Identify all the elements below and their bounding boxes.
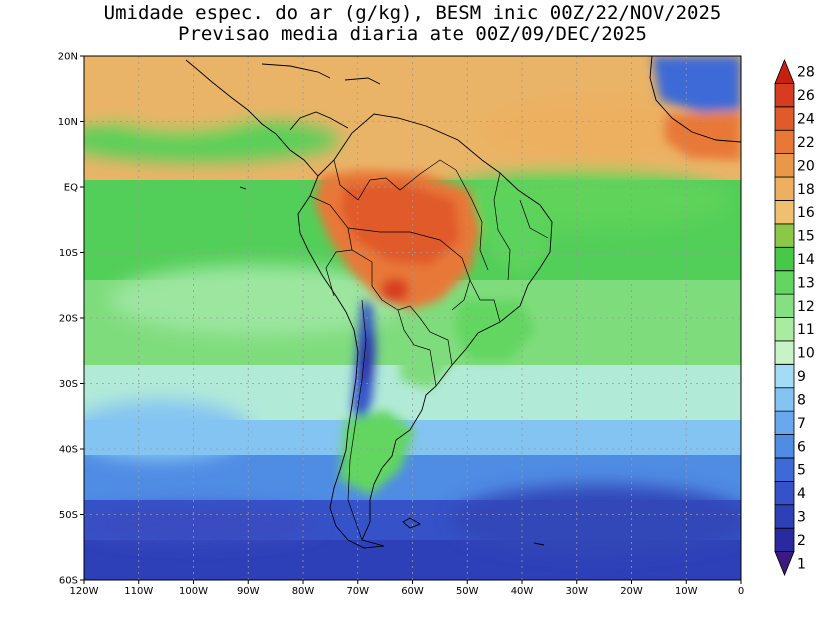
colorbar-swatch bbox=[774, 200, 795, 225]
lon-label: 30W bbox=[565, 586, 588, 597]
colorbar-swatch bbox=[774, 106, 795, 131]
colorbar-swatch bbox=[774, 480, 795, 506]
colorbar-label: 4 bbox=[797, 486, 806, 502]
africa-dry bbox=[652, 56, 741, 112]
ne-brazil-green bbox=[480, 195, 550, 275]
colorbar-swatch bbox=[774, 504, 795, 529]
lon-label: 20W bbox=[620, 586, 643, 597]
lon-label: 70W bbox=[346, 586, 369, 597]
colorbar-swatch bbox=[774, 551, 795, 577]
south-georgia bbox=[533, 542, 545, 546]
s-atlantic-cold bbox=[450, 485, 741, 555]
colorbar-swatch bbox=[774, 387, 795, 412]
colorbar-label: 10 bbox=[797, 346, 815, 362]
sw-pacific-cool bbox=[84, 400, 250, 460]
colorbar-swatch bbox=[774, 457, 795, 482]
lon-label: 10W bbox=[675, 586, 698, 597]
colorbar-label: 24 bbox=[797, 112, 815, 128]
colorbar-swatch bbox=[774, 340, 795, 365]
colorbar-label: 20 bbox=[797, 158, 815, 174]
south-america-coast bbox=[297, 113, 553, 549]
colorbar-label: 22 bbox=[797, 135, 815, 151]
colorbar-swatch bbox=[774, 129, 795, 155]
colorbar-swatch bbox=[774, 223, 795, 248]
caribbean-moist bbox=[90, 70, 270, 130]
lat-label: 60S bbox=[59, 576, 78, 587]
colorbar-swatch bbox=[774, 434, 795, 459]
lat-label: 10N bbox=[58, 117, 78, 128]
lon-label: 90W bbox=[237, 586, 260, 597]
colorbar-swatch bbox=[774, 293, 795, 318]
lon-label: 40W bbox=[511, 586, 534, 597]
longitude-labels: 120W 110W 100W 90W 80W 70W 60W 50W 40W 30W 20W 10W 0 bbox=[70, 580, 744, 597]
colorbar-swatch bbox=[774, 527, 795, 552]
colorbar-label: 18 bbox=[797, 182, 815, 198]
colorbar-label: 2 bbox=[797, 533, 806, 549]
colorbar-swatch bbox=[774, 363, 795, 389]
pacific-green-tongue bbox=[84, 118, 340, 162]
pacific-dry-zone bbox=[110, 265, 410, 335]
coastlines bbox=[185, 56, 741, 549]
map-title-line-2: Previsao media diaria ate 00Z/09/DEC/202… bbox=[178, 23, 647, 45]
africa-coast bbox=[649, 56, 741, 143]
colorbar-swatch bbox=[774, 83, 795, 108]
colorbar-swatch bbox=[774, 153, 795, 178]
colorbar-label: 11 bbox=[797, 322, 815, 338]
lat-label: 10S bbox=[59, 248, 78, 259]
lat-label: 30S bbox=[59, 379, 78, 390]
chaco-hotspot bbox=[381, 278, 409, 302]
colorbar-label: 7 bbox=[797, 416, 806, 432]
colorbar-label: 28 bbox=[797, 65, 815, 81]
colorbar-swatch bbox=[774, 410, 795, 435]
caribbean-coast bbox=[289, 111, 349, 131]
colorbar-label: 6 bbox=[797, 439, 806, 455]
hispaniola bbox=[344, 77, 381, 85]
colorbar-label: 3 bbox=[797, 509, 806, 525]
lon-label: 0 bbox=[738, 586, 744, 597]
s-pacific-cold bbox=[84, 507, 320, 543]
lon-label: 120W bbox=[70, 586, 99, 597]
map-title-line-1: Umidade espec. do ar (g/kg), BESM inic 0… bbox=[103, 2, 722, 24]
lat-label: 50S bbox=[59, 510, 78, 521]
lat-label: 40S bbox=[59, 445, 78, 456]
colorbar-label: 13 bbox=[797, 275, 815, 291]
colorbar-swatch bbox=[774, 176, 795, 201]
atlantic-moist bbox=[480, 95, 720, 165]
lon-label: 50W bbox=[456, 586, 479, 597]
colorbar-label: 14 bbox=[797, 252, 815, 268]
lon-label: 60W bbox=[401, 586, 424, 597]
colorbar-label: 1 bbox=[797, 556, 806, 572]
colorbar-label: 15 bbox=[797, 229, 815, 245]
falklands bbox=[402, 517, 422, 529]
colorbar-label: 8 bbox=[797, 392, 806, 408]
cuba bbox=[261, 63, 331, 79]
se-brazil-green bbox=[455, 300, 535, 360]
colorbar-label: 16 bbox=[797, 205, 815, 221]
patagonia-green bbox=[340, 410, 415, 495]
galapagos bbox=[239, 186, 247, 190]
amazon-wettest bbox=[340, 182, 460, 265]
colorbar-swatch bbox=[774, 58, 795, 84]
colorbar-swatch bbox=[774, 246, 795, 272]
lat-lon-grid bbox=[84, 56, 741, 580]
central-america-coast bbox=[185, 59, 319, 177]
colorbar-label: 26 bbox=[797, 88, 815, 104]
lat-label: EQ bbox=[64, 183, 78, 194]
colorbar-swatch bbox=[774, 270, 795, 295]
andes-very-dry bbox=[360, 330, 372, 390]
colorbar-label: 12 bbox=[797, 299, 815, 315]
lat-label: 20N bbox=[58, 52, 78, 63]
lon-label: 80W bbox=[292, 586, 315, 597]
country-borders bbox=[309, 159, 549, 541]
colorbar-swatch bbox=[774, 317, 795, 342]
latitude-labels: 20N 10N EQ 10S 20S 30S 40S 50S 60S bbox=[58, 52, 84, 587]
lat-label: 20S bbox=[59, 314, 78, 325]
lon-label: 100W bbox=[179, 586, 208, 597]
colorbar-label: 9 bbox=[797, 369, 806, 385]
colorbar-label: 5 bbox=[797, 463, 806, 479]
lon-label: 110W bbox=[124, 586, 153, 597]
